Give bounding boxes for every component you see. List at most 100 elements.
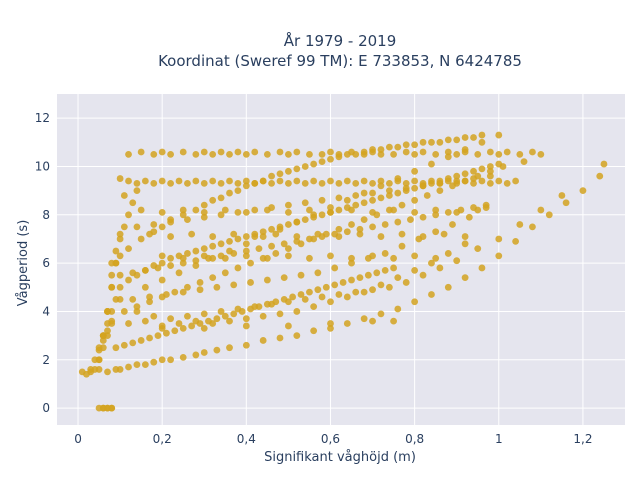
- data-point: [259, 233, 267, 240]
- data-point: [369, 179, 376, 187]
- data-point: [108, 271, 116, 279]
- data-point: [394, 305, 402, 313]
- data-point: [360, 177, 368, 185]
- data-point: [327, 320, 334, 327]
- data-point: [116, 230, 124, 238]
- data-point: [104, 368, 111, 376]
- data-point: [285, 298, 292, 306]
- data-point: [247, 279, 254, 286]
- data-point: [411, 167, 419, 175]
- data-point: [306, 288, 313, 296]
- data-point: [411, 266, 419, 274]
- data-point: [217, 252, 225, 260]
- data-point: [179, 254, 187, 262]
- data-point: [179, 259, 187, 267]
- data-point: [297, 240, 305, 248]
- data-point: [415, 235, 423, 243]
- data-point: [226, 151, 233, 158]
- data-point: [242, 182, 250, 190]
- data-point: [120, 223, 128, 231]
- data-point: [276, 334, 284, 342]
- data-point: [373, 211, 381, 219]
- data-point: [184, 312, 191, 320]
- data-point: [154, 264, 162, 272]
- data-point: [470, 179, 477, 187]
- data-point: [188, 322, 196, 330]
- data-point: [352, 201, 360, 209]
- data-point: [495, 252, 503, 260]
- data-point: [242, 315, 250, 323]
- data-point: [402, 141, 410, 149]
- data-point: [226, 247, 233, 255]
- data-point: [449, 221, 456, 228]
- data-point: [150, 221, 158, 228]
- data-point: [411, 184, 419, 192]
- data-point: [226, 317, 233, 325]
- data-point: [226, 237, 233, 245]
- data-point: [432, 206, 440, 214]
- data-point: [285, 208, 292, 216]
- data-point: [306, 254, 313, 262]
- data-point: [297, 291, 305, 298]
- data-point: [381, 221, 389, 228]
- data-point: [221, 269, 229, 277]
- data-point: [377, 177, 385, 185]
- data-point: [200, 213, 208, 221]
- data-point: [200, 310, 208, 318]
- data-point: [398, 230, 406, 238]
- data-point: [335, 194, 343, 202]
- data-point: [146, 298, 153, 306]
- data-point: [293, 233, 301, 240]
- data-point: [461, 177, 469, 185]
- data-point: [348, 206, 355, 214]
- data-point: [369, 223, 376, 231]
- data-point: [360, 288, 368, 296]
- plot-area: [57, 94, 625, 425]
- data-point: [520, 158, 528, 166]
- data-point: [428, 160, 435, 168]
- data-point: [348, 276, 355, 284]
- data-point: [360, 216, 368, 224]
- data-point: [419, 182, 427, 190]
- data-point: [154, 332, 162, 340]
- data-point: [255, 245, 263, 253]
- data-point: [268, 225, 275, 233]
- y-tick-label: 10: [35, 159, 50, 173]
- data-point: [120, 192, 128, 199]
- data-point: [343, 320, 351, 327]
- data-point: [385, 192, 393, 199]
- data-point: [116, 271, 124, 279]
- data-point: [369, 317, 376, 325]
- data-point: [327, 324, 334, 332]
- data-point: [104, 308, 111, 315]
- data-point: [217, 179, 225, 187]
- data-point: [537, 206, 545, 214]
- data-point: [486, 172, 494, 180]
- data-point: [226, 189, 233, 197]
- data-point: [200, 208, 208, 216]
- data-point: [179, 211, 187, 219]
- data-point: [285, 245, 292, 253]
- data-point: [331, 281, 339, 289]
- data-point: [209, 196, 217, 204]
- data-point: [503, 148, 511, 156]
- data-point: [171, 288, 179, 296]
- data-point: [276, 148, 284, 156]
- data-point: [394, 143, 402, 151]
- data-point: [394, 218, 402, 226]
- data-point: [327, 298, 334, 306]
- data-point: [398, 201, 406, 209]
- data-point: [99, 344, 107, 352]
- data-point: [213, 346, 221, 354]
- data-point: [95, 356, 103, 364]
- data-point: [141, 177, 149, 185]
- data-point: [108, 283, 116, 291]
- data-point: [285, 179, 292, 187]
- data-point: [217, 211, 225, 219]
- data-point: [503, 179, 511, 187]
- data-point: [364, 254, 372, 262]
- data-point: [285, 252, 292, 260]
- data-point: [184, 216, 191, 224]
- data-point: [150, 358, 158, 366]
- data-point: [600, 160, 608, 168]
